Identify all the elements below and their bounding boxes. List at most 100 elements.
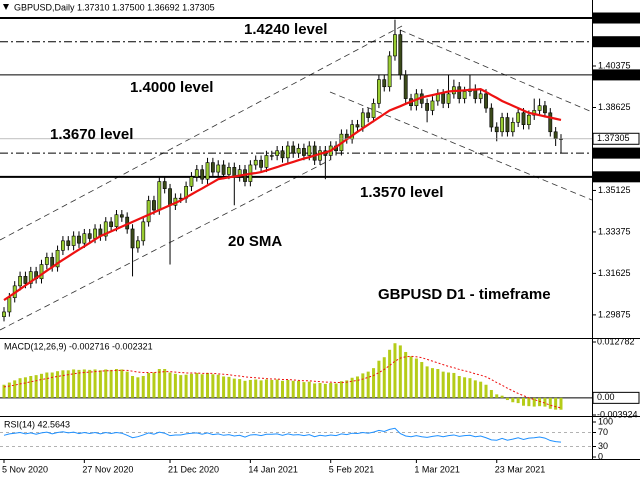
macd-bar <box>516 397 520 404</box>
y-tick-label: 30 <box>598 441 608 451</box>
y-tick-label: 1.31625 <box>598 268 631 278</box>
macd-bar <box>136 377 140 398</box>
annotation: GBPUSD D1 - timeframe <box>378 286 551 303</box>
macd-bar <box>163 369 167 398</box>
candle-body <box>430 100 435 111</box>
last-price-label: 1.37305 <box>597 133 630 143</box>
candle-body <box>189 176 194 187</box>
title-icon <box>3 4 9 10</box>
macd-bar <box>173 373 177 398</box>
macd-bar <box>13 380 17 398</box>
macd-bar <box>232 378 236 398</box>
macd-bar <box>200 374 204 398</box>
macd-bar <box>88 369 92 398</box>
macd-bar <box>377 360 381 398</box>
macd-bar <box>479 381 483 398</box>
candle-body <box>478 93 483 99</box>
candle-body <box>366 112 371 118</box>
channel-upper <box>0 25 403 241</box>
macd-bar <box>291 380 295 398</box>
macd-bar <box>366 371 370 398</box>
macd-bar <box>532 397 536 407</box>
macd-bar <box>72 369 76 398</box>
candle-body <box>425 103 430 111</box>
level-label: 1.36700 <box>597 147 630 157</box>
candle-body <box>462 91 467 99</box>
candle-body <box>446 93 451 104</box>
macd-bar <box>227 376 231 398</box>
level-label-box <box>593 147 640 159</box>
macd-bar <box>286 379 290 398</box>
candle-body <box>114 214 119 227</box>
macd-bar <box>457 376 461 398</box>
candle-body <box>521 112 526 125</box>
candle-body <box>264 155 269 168</box>
candle-body <box>510 122 515 133</box>
macd-bar <box>398 345 402 398</box>
y-tick-label: 0.012782 <box>597 336 635 346</box>
macd-bar <box>61 370 65 398</box>
macd-bar <box>420 362 424 398</box>
level-label-box <box>593 69 640 81</box>
macd-bar <box>211 374 215 398</box>
macd-bar <box>114 369 118 398</box>
candle-body <box>23 276 28 284</box>
candle-body <box>194 169 199 178</box>
annotation: 1.4000 level <box>130 79 213 96</box>
candle-body <box>387 55 392 88</box>
macd-bar <box>248 379 252 398</box>
macd-bar <box>141 376 145 398</box>
macd-bar <box>29 376 33 398</box>
candle-body <box>87 233 92 239</box>
candle-body <box>71 235 76 246</box>
candle-body <box>253 159 258 166</box>
panel-title: MACD(12,26,9) -0.002716 -0.002321 <box>4 341 153 351</box>
macd-bar <box>345 380 349 398</box>
macd-bar <box>307 381 311 398</box>
x-tick-label: 5 Nov 2020 <box>2 464 48 474</box>
macd-bar <box>120 369 124 398</box>
macd-bar <box>23 377 27 398</box>
candle-body <box>275 150 280 156</box>
macd-bar <box>195 372 199 398</box>
candle-body <box>119 214 124 218</box>
macd-bar <box>313 383 317 398</box>
sma-label: 20 SMA <box>228 233 282 250</box>
candle-body <box>543 105 547 114</box>
candle-body <box>457 86 462 99</box>
macd-bar <box>270 379 274 398</box>
macd-bar <box>45 372 49 398</box>
level-label: 1.40000 <box>597 69 630 79</box>
macd-bar <box>222 376 226 398</box>
macd-bar <box>318 382 322 398</box>
y-tick-label: 0.00 <box>597 392 615 402</box>
signal-line <box>3 355 562 409</box>
macd-bar <box>361 373 365 398</box>
x-tick-label: 1 Mar 2021 <box>414 464 460 474</box>
x-tick-label: 27 Nov 2020 <box>82 464 133 474</box>
macd-bar <box>388 349 392 398</box>
candle-body <box>141 221 146 242</box>
macd-bar <box>425 366 429 398</box>
candle-body <box>360 112 365 128</box>
macd-bar <box>66 370 70 398</box>
candle-body <box>200 169 205 180</box>
annotation: 1.3670 level <box>50 126 133 143</box>
y-tick-label: 100 <box>598 416 613 426</box>
candle-body <box>505 117 510 133</box>
macd-bar <box>259 380 263 398</box>
sma-line <box>3 87 562 301</box>
x-tick-label: 14 Jan 2021 <box>248 464 298 474</box>
macd-bar <box>505 397 509 401</box>
macd-bar <box>179 375 183 398</box>
macd-bar <box>125 371 129 398</box>
candle-body <box>210 162 215 173</box>
level-label-box <box>593 171 640 183</box>
candle-body <box>259 159 263 168</box>
candle-body <box>269 155 274 157</box>
macd-bar <box>50 372 54 398</box>
candle-body <box>312 145 317 161</box>
macd-bar <box>323 383 327 398</box>
macd-bar <box>152 372 156 398</box>
